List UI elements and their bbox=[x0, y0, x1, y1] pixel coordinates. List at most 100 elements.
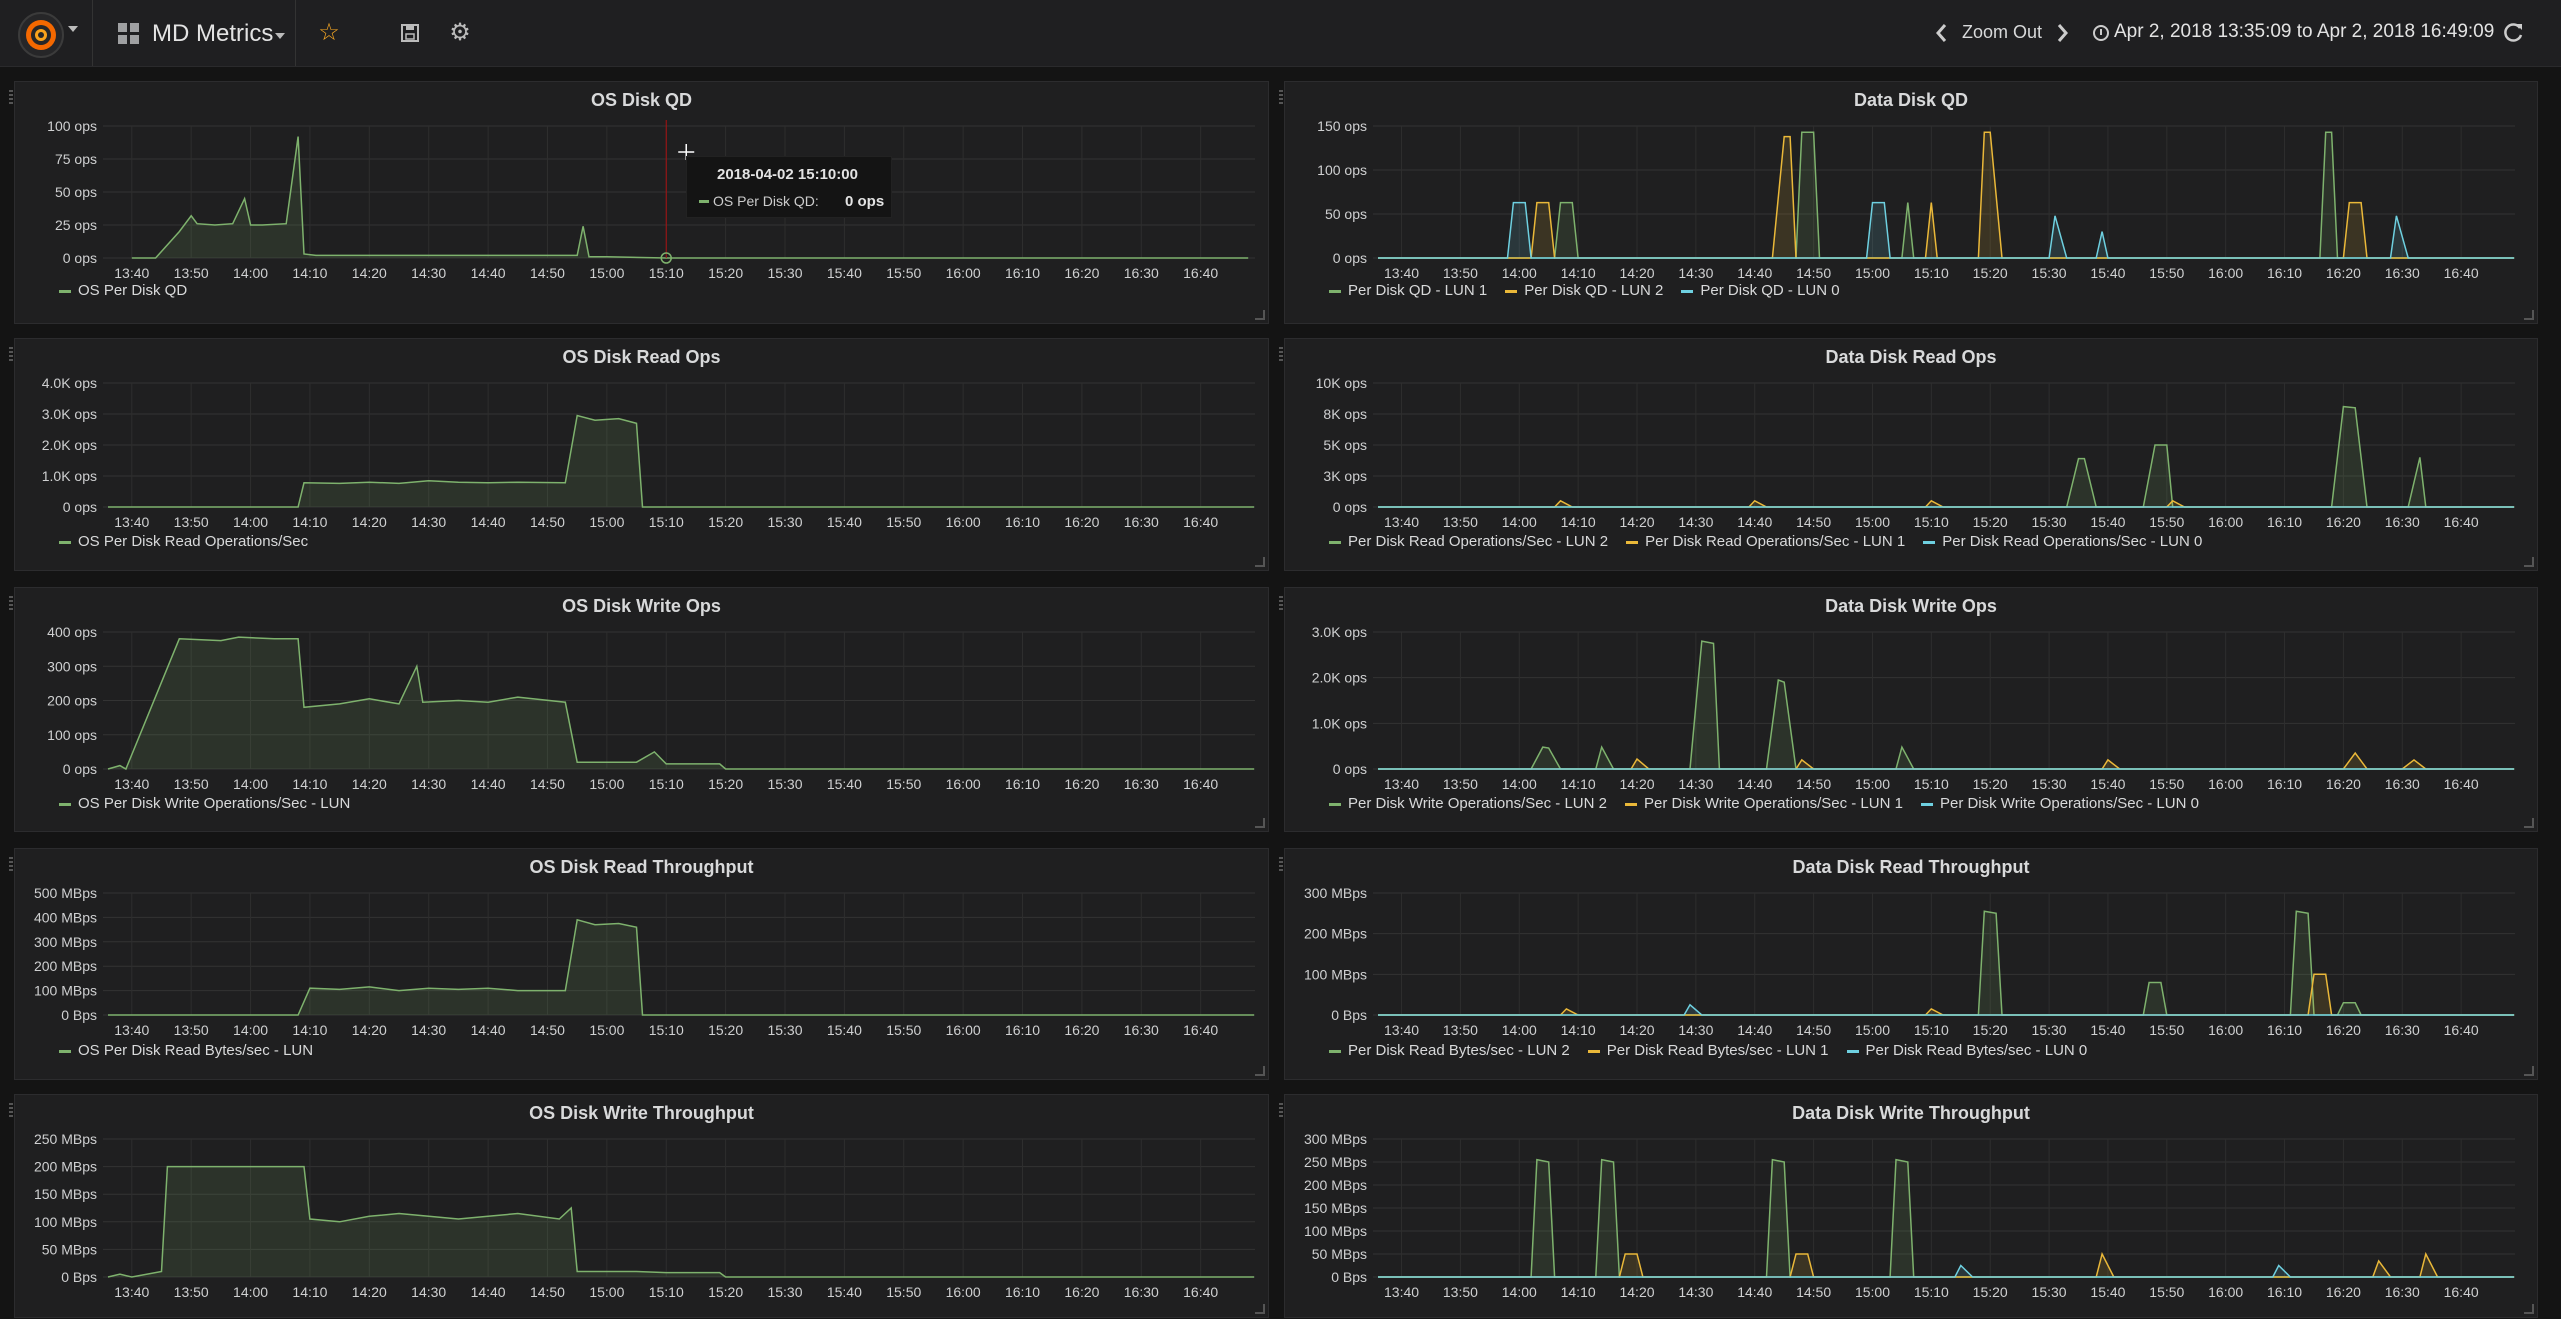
graph-area[interactable]: 250 MBps 200 MBps 150 MBps 100 MBps 50 MBps 0… bbox=[15, 1095, 1270, 1319]
panel-drag-handle[interactable] bbox=[1279, 596, 1283, 610]
legend-item[interactable]: Per Disk QD - LUN 0 bbox=[1681, 282, 1840, 299]
star-icon[interactable]: ☆ bbox=[318, 19, 340, 46]
legend-item[interactable]: Per Disk Write Operations/Sec - LUN 0 bbox=[1920, 795, 2199, 812]
grafana-menu-button[interactable] bbox=[0, 0, 93, 66]
legend-label: Per Disk Write Operations/Sec - LUN 1 bbox=[1643, 795, 1903, 812]
series-area-0 bbox=[108, 1166, 1255, 1277]
legend-item[interactable]: OS Per Disk QD bbox=[59, 282, 187, 299]
panel-title[interactable]: Data Disk Read Throughput bbox=[1792, 857, 2030, 877]
legend-label: Per Disk Write Operations/Sec - LUN 2 bbox=[1348, 795, 1607, 812]
chevron-left-icon[interactable] bbox=[1930, 20, 1954, 46]
graph-area[interactable]: 300 MBps 200 MBps 100 MBps 0 Bps 13:40 13:50 1… bbox=[1285, 849, 2539, 1081]
panel-resize-handle[interactable] bbox=[2524, 1066, 2534, 1076]
legend-item[interactable]: OS Per Disk Read Bytes/sec - LUN bbox=[59, 1042, 313, 1059]
y-tick-label: 250 MBps bbox=[1304, 1154, 1367, 1170]
legend-item[interactable]: Per Disk Read Operations/Sec - LUN 1 bbox=[1626, 533, 1905, 550]
panel-drag-handle[interactable] bbox=[1279, 1103, 1283, 1117]
x-tick-label: 14:40 bbox=[1737, 776, 1772, 792]
x-tick-label: 13:50 bbox=[1443, 1284, 1478, 1300]
panel-title[interactable]: Data Disk Write Ops bbox=[1825, 596, 1997, 616]
panel-drag-handle[interactable] bbox=[9, 347, 13, 361]
x-tick-label: 16:20 bbox=[1064, 265, 1099, 281]
chevron-right-icon[interactable] bbox=[2050, 20, 2074, 46]
legend-item[interactable]: Per Disk Read Operations/Sec - LUN 2 bbox=[1329, 533, 1608, 550]
graph-area[interactable]: 500 MBps 400 MBps 300 MBps 200 MBps 100 MBps… bbox=[15, 849, 1270, 1081]
x-tick-label: 15:40 bbox=[827, 776, 862, 792]
panel-drag-handle[interactable] bbox=[9, 857, 13, 871]
y-tick-label: 3K ops bbox=[1323, 468, 1367, 484]
x-tick-label: 16:10 bbox=[2267, 776, 2302, 792]
graph-area[interactable]: 100 ops 75 ops 50 ops 25 ops 0 ops 13:40 13:50… bbox=[15, 82, 1270, 325]
refresh-icon[interactable] bbox=[2498, 18, 2528, 48]
y-tick-label: 200 MBps bbox=[1304, 1177, 1367, 1193]
x-tick-label: 16:40 bbox=[1183, 1284, 1218, 1300]
panel-resize-handle[interactable] bbox=[2524, 1304, 2534, 1314]
y-tick-label: 2.0K ops bbox=[42, 437, 97, 453]
graph-area[interactable]: 150 ops 100 ops 50 ops 0 ops 13:40 13:50 14:00… bbox=[1285, 82, 2539, 325]
legend-item[interactable]: Per Disk Write Operations/Sec - LUN 2 bbox=[1329, 795, 1607, 812]
top-navbar: MD Metrics ☆ ⚙ Zoom Out Apr 2, 2018 13:3… bbox=[0, 0, 2561, 67]
x-tick-label: 14:20 bbox=[352, 776, 387, 792]
legend-swatch bbox=[59, 540, 71, 544]
panel-title[interactable]: Data Disk Write Throughput bbox=[1792, 1103, 2030, 1123]
legend-item[interactable]: Per Disk Read Bytes/sec - LUN 1 bbox=[1587, 1042, 1829, 1059]
x-tick-label: 14:30 bbox=[411, 1284, 446, 1300]
x-tick-label: 15:50 bbox=[886, 1284, 921, 1300]
x-tick-label: 15:50 bbox=[2149, 265, 2184, 281]
graph-area[interactable]: 400 ops 300 ops 200 ops 100 ops 0 ops 13:40 13… bbox=[15, 588, 1270, 833]
panel-resize-handle[interactable] bbox=[1255, 557, 1265, 567]
legend-item[interactable]: Per Disk QD - LUN 2 bbox=[1505, 282, 1663, 299]
panel-drag-handle[interactable] bbox=[9, 90, 13, 104]
x-tick-label: 13:40 bbox=[114, 514, 149, 530]
legend-item[interactable]: OS Per Disk Write Operations/Sec - LUN bbox=[59, 795, 350, 812]
dashboard-picker[interactable]: MD Metrics bbox=[100, 0, 296, 66]
x-tick-label: 16:30 bbox=[2385, 514, 2420, 530]
panel-title[interactable]: Data Disk Read Ops bbox=[1825, 347, 1997, 367]
panel-title[interactable]: OS Disk Write Ops bbox=[562, 596, 721, 616]
x-tick-label: 15:10 bbox=[649, 265, 684, 281]
y-tick-label: 0 ops bbox=[1333, 250, 1367, 266]
legend-item[interactable]: Per Disk Read Bytes/sec - LUN 0 bbox=[1846, 1042, 2087, 1059]
time-range-picker[interactable]: Apr 2, 2018 13:35:09 to Apr 2, 2018 16:4… bbox=[2114, 21, 2495, 42]
panel-title[interactable]: OS Disk Read Ops bbox=[562, 347, 721, 367]
panel-drag-handle[interactable] bbox=[1279, 347, 1283, 361]
panel-drag-handle[interactable] bbox=[9, 1103, 13, 1117]
panel-title[interactable]: OS Disk Read Throughput bbox=[529, 857, 754, 877]
legend-item[interactable]: Per Disk Read Bytes/sec - LUN 2 bbox=[1329, 1042, 1570, 1059]
panel-drag-handle[interactable] bbox=[1279, 857, 1283, 871]
panel-resize-handle[interactable] bbox=[2524, 310, 2534, 320]
save-icon[interactable] bbox=[395, 18, 425, 48]
x-tick-label: 16:30 bbox=[2385, 776, 2420, 792]
gear-icon[interactable]: ⚙ bbox=[449, 19, 471, 46]
x-tick-label: 15:20 bbox=[708, 1284, 743, 1300]
legend-item[interactable]: Per Disk Write Operations/Sec - LUN 1 bbox=[1624, 795, 1903, 812]
graph-area[interactable]: 3.0K ops 2.0K ops 1.0K ops 0 ops 13:40 13:50 1… bbox=[1285, 588, 2539, 833]
panel-resize-handle[interactable] bbox=[2524, 557, 2534, 567]
panel-resize-handle[interactable] bbox=[1255, 818, 1265, 828]
panel-drag-handle[interactable] bbox=[1279, 90, 1283, 104]
tooltip-series-swatch bbox=[699, 200, 709, 203]
x-tick-label: 16:10 bbox=[1005, 514, 1040, 530]
panel-title[interactable]: Data Disk QD bbox=[1853, 90, 1969, 110]
zoom-out-button[interactable]: Zoom Out bbox=[1962, 22, 2043, 42]
graph-area[interactable]: 300 MBps 250 MBps 200 MBps 150 MBps 100 MBps… bbox=[1285, 1095, 2539, 1319]
x-tick-label: 13:40 bbox=[1384, 1022, 1419, 1038]
legend-item[interactable]: OS Per Disk Read Operations/Sec bbox=[59, 533, 308, 550]
panel-title[interactable]: OS Disk QD bbox=[590, 90, 693, 110]
x-tick-label: 13:50 bbox=[174, 265, 209, 281]
graph-area[interactable]: 10K ops 8K ops 5K ops 3K ops 0 ops 13:40 13:50… bbox=[1285, 339, 2539, 572]
legend-item[interactable]: Per Disk QD - LUN 1 bbox=[1329, 282, 1487, 299]
x-tick-label: 15:50 bbox=[2149, 1284, 2184, 1300]
graph-area[interactable]: 4.0K ops 3.0K ops 2.0K ops 1.0K ops 0 ops 13:… bbox=[15, 339, 1270, 572]
panel-title[interactable]: OS Disk Write Throughput bbox=[529, 1103, 754, 1123]
series-area-0 bbox=[108, 415, 1255, 507]
panel-resize-handle[interactable] bbox=[1255, 310, 1265, 320]
panel-resize-handle[interactable] bbox=[2524, 818, 2534, 828]
legend-item[interactable]: Per Disk Read Operations/Sec - LUN 0 bbox=[1923, 533, 2202, 550]
panel-resize-handle[interactable] bbox=[1255, 1304, 1265, 1314]
panel-drag-handle[interactable] bbox=[9, 596, 13, 610]
panel-resize-handle[interactable] bbox=[1255, 1066, 1265, 1076]
x-tick-label: 16:00 bbox=[2208, 265, 2243, 281]
x-tick-label: 16:00 bbox=[2208, 1022, 2243, 1038]
x-tick-label: 13:50 bbox=[174, 1022, 209, 1038]
